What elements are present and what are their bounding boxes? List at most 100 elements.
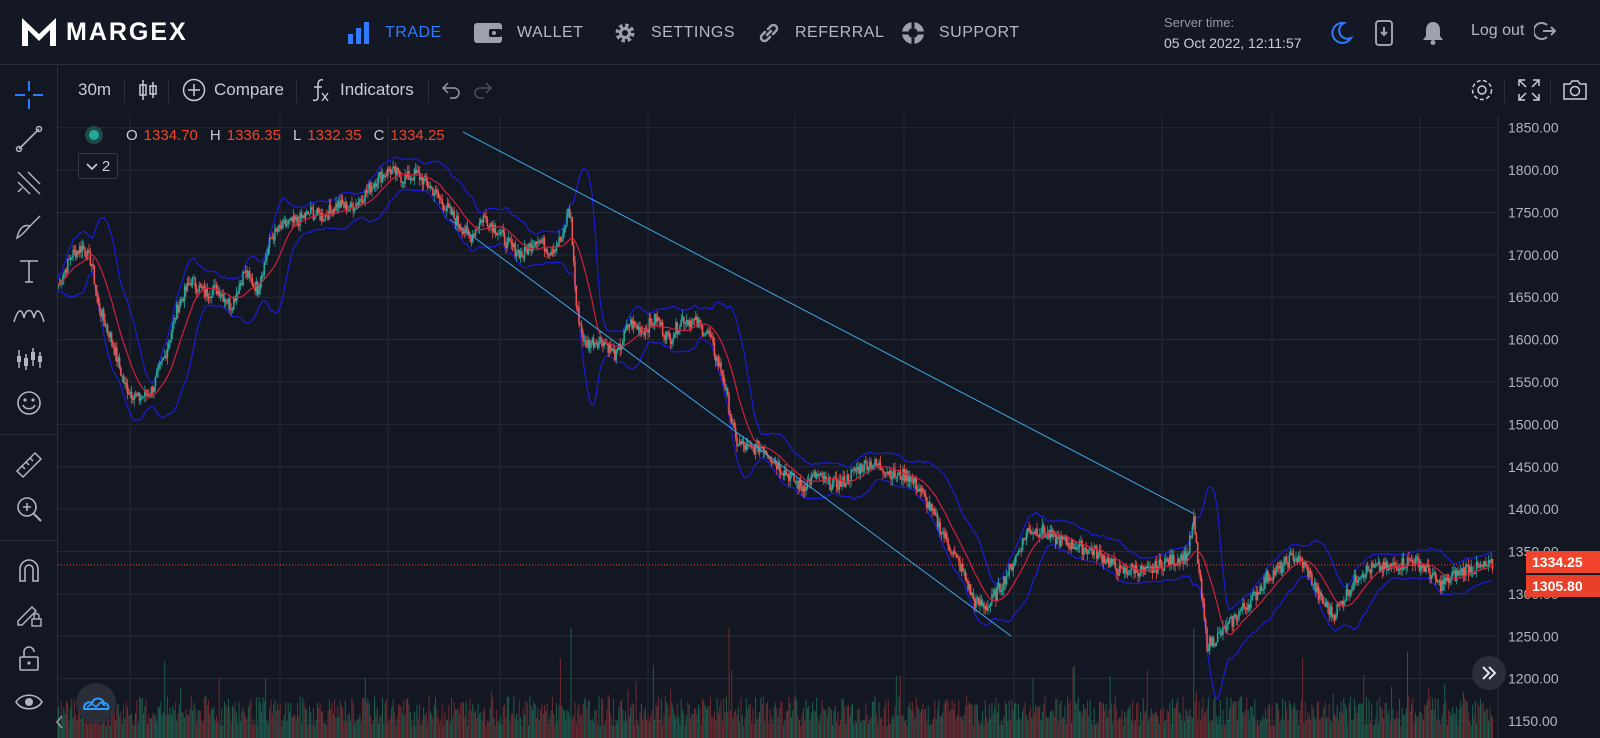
unlock-tool[interactable] (11, 641, 47, 675)
candle-body (774, 460, 777, 465)
chart-provider-logo[interactable] (76, 683, 116, 723)
fullscreen-button[interactable] (1517, 77, 1541, 103)
candle-body (956, 554, 959, 558)
screenshot-button[interactable] (1562, 77, 1588, 103)
indicators-button[interactable]: Indicators (310, 77, 414, 103)
candle-body (356, 203, 359, 206)
text-tool[interactable] (11, 254, 47, 288)
volume-bar (782, 724, 784, 738)
volume-bar (1211, 721, 1213, 738)
nav-wallet[interactable]: WALLET (473, 20, 583, 46)
candle-body (813, 471, 815, 475)
volume-bar (230, 722, 232, 738)
candle-body (610, 344, 612, 351)
notifications-button[interactable] (1420, 20, 1446, 46)
volume-bar (298, 715, 300, 738)
candle-body (1430, 575, 1433, 579)
volume-bar (123, 704, 125, 738)
candle-body (579, 323, 582, 325)
lock-drawings-tool[interactable] (11, 597, 47, 631)
volume-bar (1351, 720, 1353, 738)
volume-bar (1141, 721, 1143, 738)
camera-icon (1563, 80, 1587, 100)
compare-button[interactable]: Compare (182, 77, 284, 103)
volume-bar (165, 715, 167, 738)
candle-body (353, 208, 356, 212)
volume-bar (233, 708, 235, 738)
candle-body (1011, 564, 1013, 571)
candle-body (1483, 561, 1486, 567)
cloud-wave-icon (82, 697, 110, 710)
candle-body (1438, 580, 1441, 582)
candle-body (1328, 608, 1330, 615)
candle-body (744, 445, 746, 451)
candle-body (1368, 569, 1370, 571)
candle-body (385, 175, 388, 177)
measure-tool[interactable] (11, 448, 47, 482)
volume-bar (1027, 720, 1029, 738)
nav-settings[interactable]: SETTINGS (613, 20, 735, 46)
magnet-tool[interactable] (11, 553, 47, 587)
candle-body (1256, 592, 1259, 600)
chart-background (58, 115, 1600, 738)
chart-settings-button[interactable] (1469, 77, 1495, 103)
collapse-toolbar-button[interactable] (54, 714, 66, 734)
candle-body (1352, 582, 1354, 591)
nav-referral[interactable]: REFERRAL (757, 20, 884, 46)
volume-bar (740, 697, 742, 738)
undo-button[interactable] (440, 77, 462, 103)
volume-bar (1109, 676, 1111, 738)
volume-bar (250, 698, 252, 738)
candle-body (1246, 607, 1248, 611)
volume-bar (221, 707, 223, 738)
emoji-tool[interactable] (11, 386, 47, 420)
mobile-app-button[interactable] (1371, 20, 1397, 46)
candle-body (554, 249, 556, 251)
theme-toggle[interactable] (1328, 20, 1354, 46)
volume-bar (1172, 699, 1174, 738)
crosshair-tool[interactable] (11, 78, 47, 112)
fib-tool[interactable] (11, 166, 47, 200)
candle-body (1084, 547, 1086, 550)
pattern-tool[interactable] (11, 298, 47, 332)
candle-body (96, 289, 98, 297)
interval-selector[interactable]: 30m (78, 77, 111, 103)
candle-body (388, 168, 390, 172)
candle-body (65, 269, 68, 273)
nav-trade[interactable]: TRADE (347, 20, 442, 46)
nav-settings-label: SETTINGS (651, 24, 736, 41)
volume-bar (136, 700, 138, 738)
volume-bar (595, 710, 597, 738)
candle-body (286, 224, 288, 226)
scroll-to-realtime-button[interactable] (1472, 656, 1506, 690)
volume-bar (184, 717, 186, 738)
volume-bar (484, 707, 486, 738)
candle-body (106, 325, 109, 332)
trend-line-tool[interactable] (11, 122, 47, 156)
candle-body (1482, 565, 1485, 567)
volume-bar (516, 713, 518, 738)
volume-bar (302, 697, 304, 738)
candle-body (1102, 555, 1105, 564)
top-navigation: MARGEX TRADE WALLET SETTINGS REFERRAL SU… (0, 0, 1600, 65)
volume-bar (117, 704, 119, 738)
redo-button[interactable] (472, 77, 494, 103)
candle-body (926, 497, 928, 508)
brush-tool[interactable] (11, 210, 47, 244)
logout-button[interactable]: Log out (1471, 21, 1557, 41)
volume-bar (103, 706, 105, 738)
candle-body (507, 237, 510, 239)
nav-support[interactable]: SUPPORT (901, 20, 1020, 46)
zoom-tool[interactable] (11, 492, 47, 526)
candle-body (256, 281, 259, 295)
volume-bar (1114, 696, 1116, 738)
volume-bar (1314, 717, 1316, 738)
visibility-tool[interactable] (11, 685, 47, 719)
chart-type-button[interactable] (138, 77, 158, 103)
indicator-legend-toggle[interactable]: 2 (78, 153, 118, 179)
price-chart[interactable]: 1850.001800.001750.001700.001650.001600.… (58, 115, 1600, 738)
prediction-tool[interactable] (11, 342, 47, 376)
candle-body (130, 391, 133, 399)
brand-logo[interactable]: MARGEX (20, 16, 188, 48)
candle-body (1293, 560, 1296, 562)
